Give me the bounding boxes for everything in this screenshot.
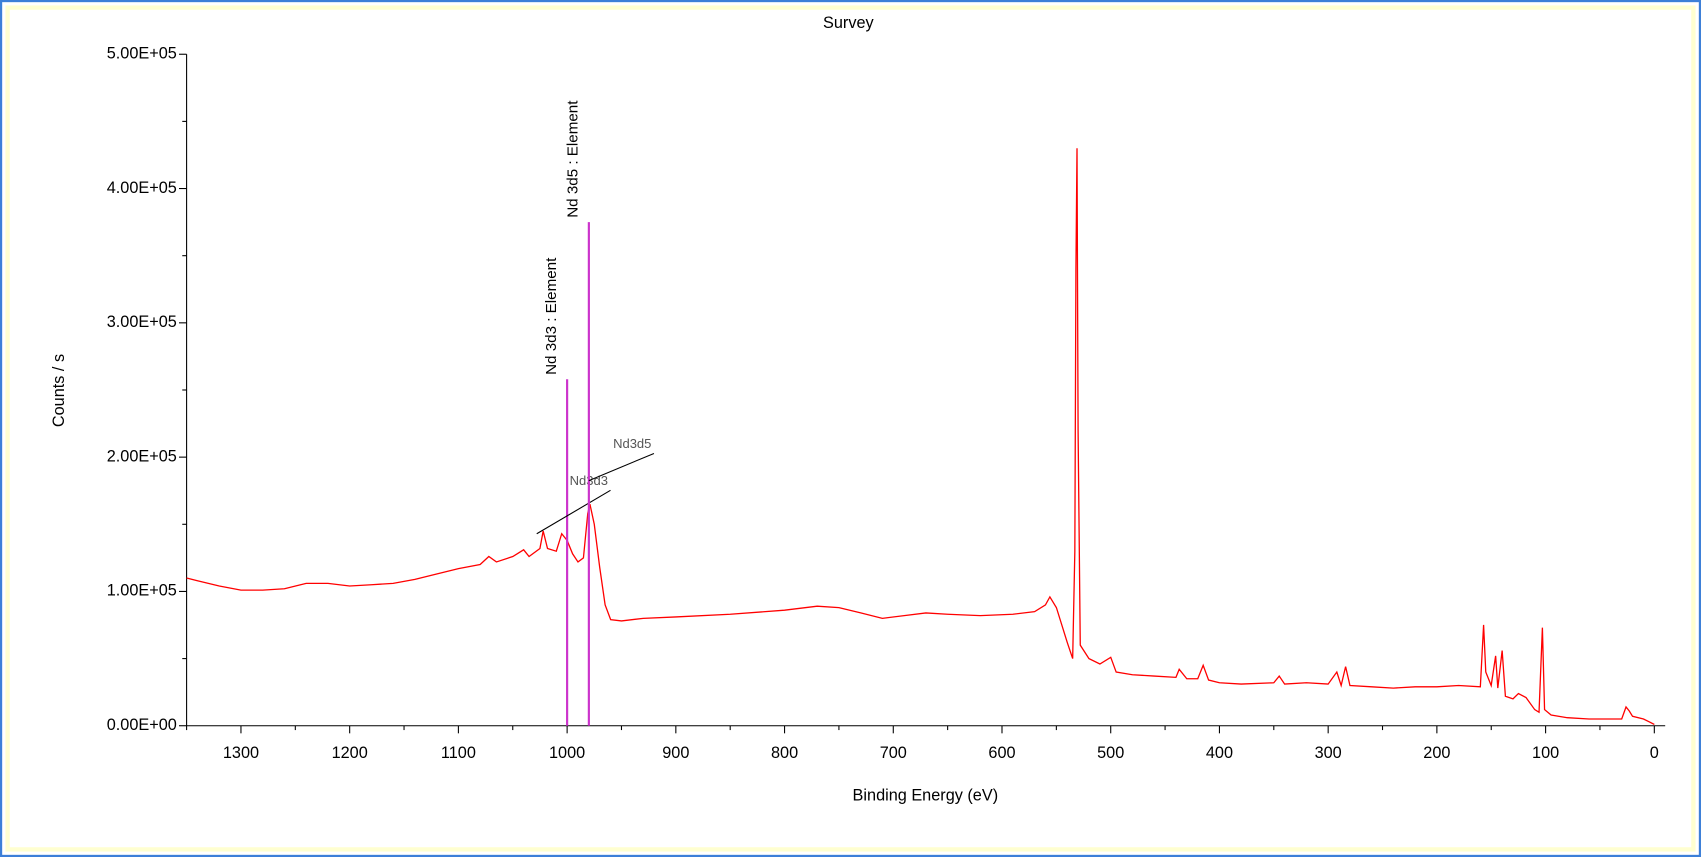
y-tick-label: 5.00E+05 (107, 45, 177, 63)
x-tick-label: 800 (771, 744, 798, 762)
x-tick-label: 1300 (223, 744, 259, 762)
annotation-label: Nd3d5 (613, 436, 651, 451)
marker-label: Nd 3d3 : Element (543, 257, 560, 375)
x-tick-label: 300 (1315, 744, 1342, 762)
x-tick-label: 200 (1423, 744, 1450, 762)
y-tick-label: 3.00E+05 (107, 313, 177, 331)
annotation-leader (588, 452, 655, 482)
chart-title: Survey (823, 14, 874, 32)
inner-frame (5, 5, 1696, 852)
x-tick-label: 600 (988, 744, 1015, 762)
marker-label: Nd 3d5 : Element (565, 100, 582, 218)
y-axis-label: Counts / s (50, 354, 68, 427)
x-tick-label: 1200 (332, 744, 368, 762)
x-tick-label: 1000 (549, 744, 585, 762)
x-tick-label: 1100 (441, 744, 476, 762)
x-tick-label: 900 (662, 744, 689, 762)
x-tick-label: 700 (880, 744, 907, 762)
x-tick-label: 100 (1532, 744, 1559, 762)
y-tick-label: 1.00E+05 (107, 582, 177, 600)
y-tick-label: 0.00E+00 (107, 716, 177, 734)
x-tick-label: 500 (1097, 744, 1124, 762)
y-tick-label: 4.00E+05 (107, 179, 177, 197)
y-tick-label: 2.00E+05 (107, 447, 177, 465)
spectrum-line (186, 148, 1655, 726)
x-axis-label: Binding Energy (eV) (853, 787, 999, 805)
annotation-leader (536, 489, 611, 535)
x-tick-label: 400 (1206, 744, 1233, 762)
x-tick-label: 0 (1650, 744, 1659, 762)
